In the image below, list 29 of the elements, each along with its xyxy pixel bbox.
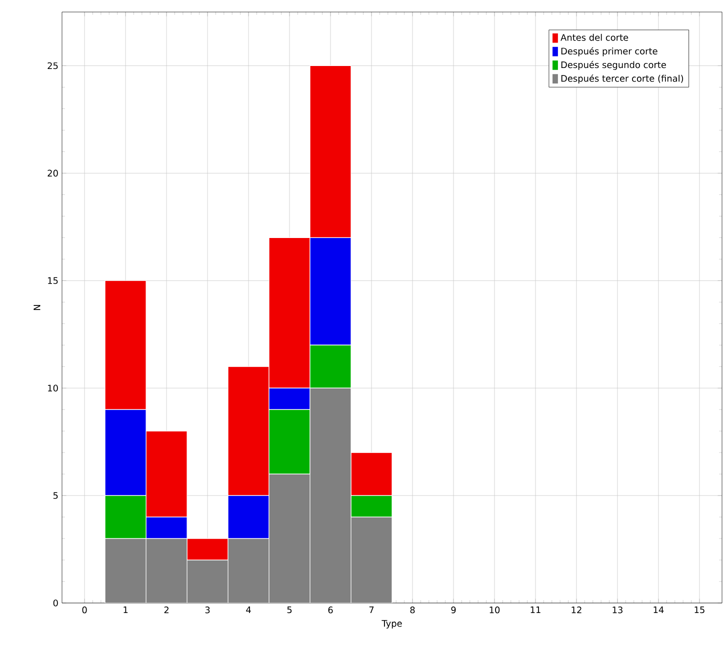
x-axis-title: Type (382, 620, 402, 629)
y-tick-label: 15 (48, 277, 58, 284)
y-tick-label: 25 (48, 62, 58, 70)
y-tick-label: 5 (53, 492, 58, 499)
legend-label: Antes del corte (560, 34, 628, 41)
x-tick-label: 14 (654, 606, 664, 614)
x-tick-label: 5 (287, 606, 292, 614)
y-tick-label: 10 (48, 384, 58, 392)
x-tick-label: 8 (410, 606, 415, 614)
y-axis-title: N (34, 305, 40, 310)
x-tick-label: 10 (490, 606, 500, 614)
x-tick-label: 15 (694, 606, 704, 614)
y-tick-label: 0 (53, 600, 58, 606)
legend-label: Después tercer corte (final) (561, 74, 684, 84)
x-tick-label: 11 (530, 606, 540, 614)
x-tick-label: 2 (164, 606, 168, 614)
bar (186, 538, 228, 560)
x-tick-label: 12 (572, 606, 582, 614)
legend-label: Después segundo corte (561, 60, 666, 70)
x-tick-label: 3 (205, 606, 210, 614)
x-tick-label: 4 (246, 606, 251, 614)
x-tick-label: 13 (612, 606, 622, 614)
legend-label: Después primer corte (561, 47, 658, 56)
x-tick-label: 0 (82, 606, 87, 614)
x-tick-label: 6 (328, 606, 333, 614)
x-tick-label: 9 (451, 606, 456, 614)
y-tick-label: 20 (48, 170, 58, 177)
x-tick-label: 7 (369, 606, 374, 614)
x-tick-label: 1 (124, 606, 128, 614)
